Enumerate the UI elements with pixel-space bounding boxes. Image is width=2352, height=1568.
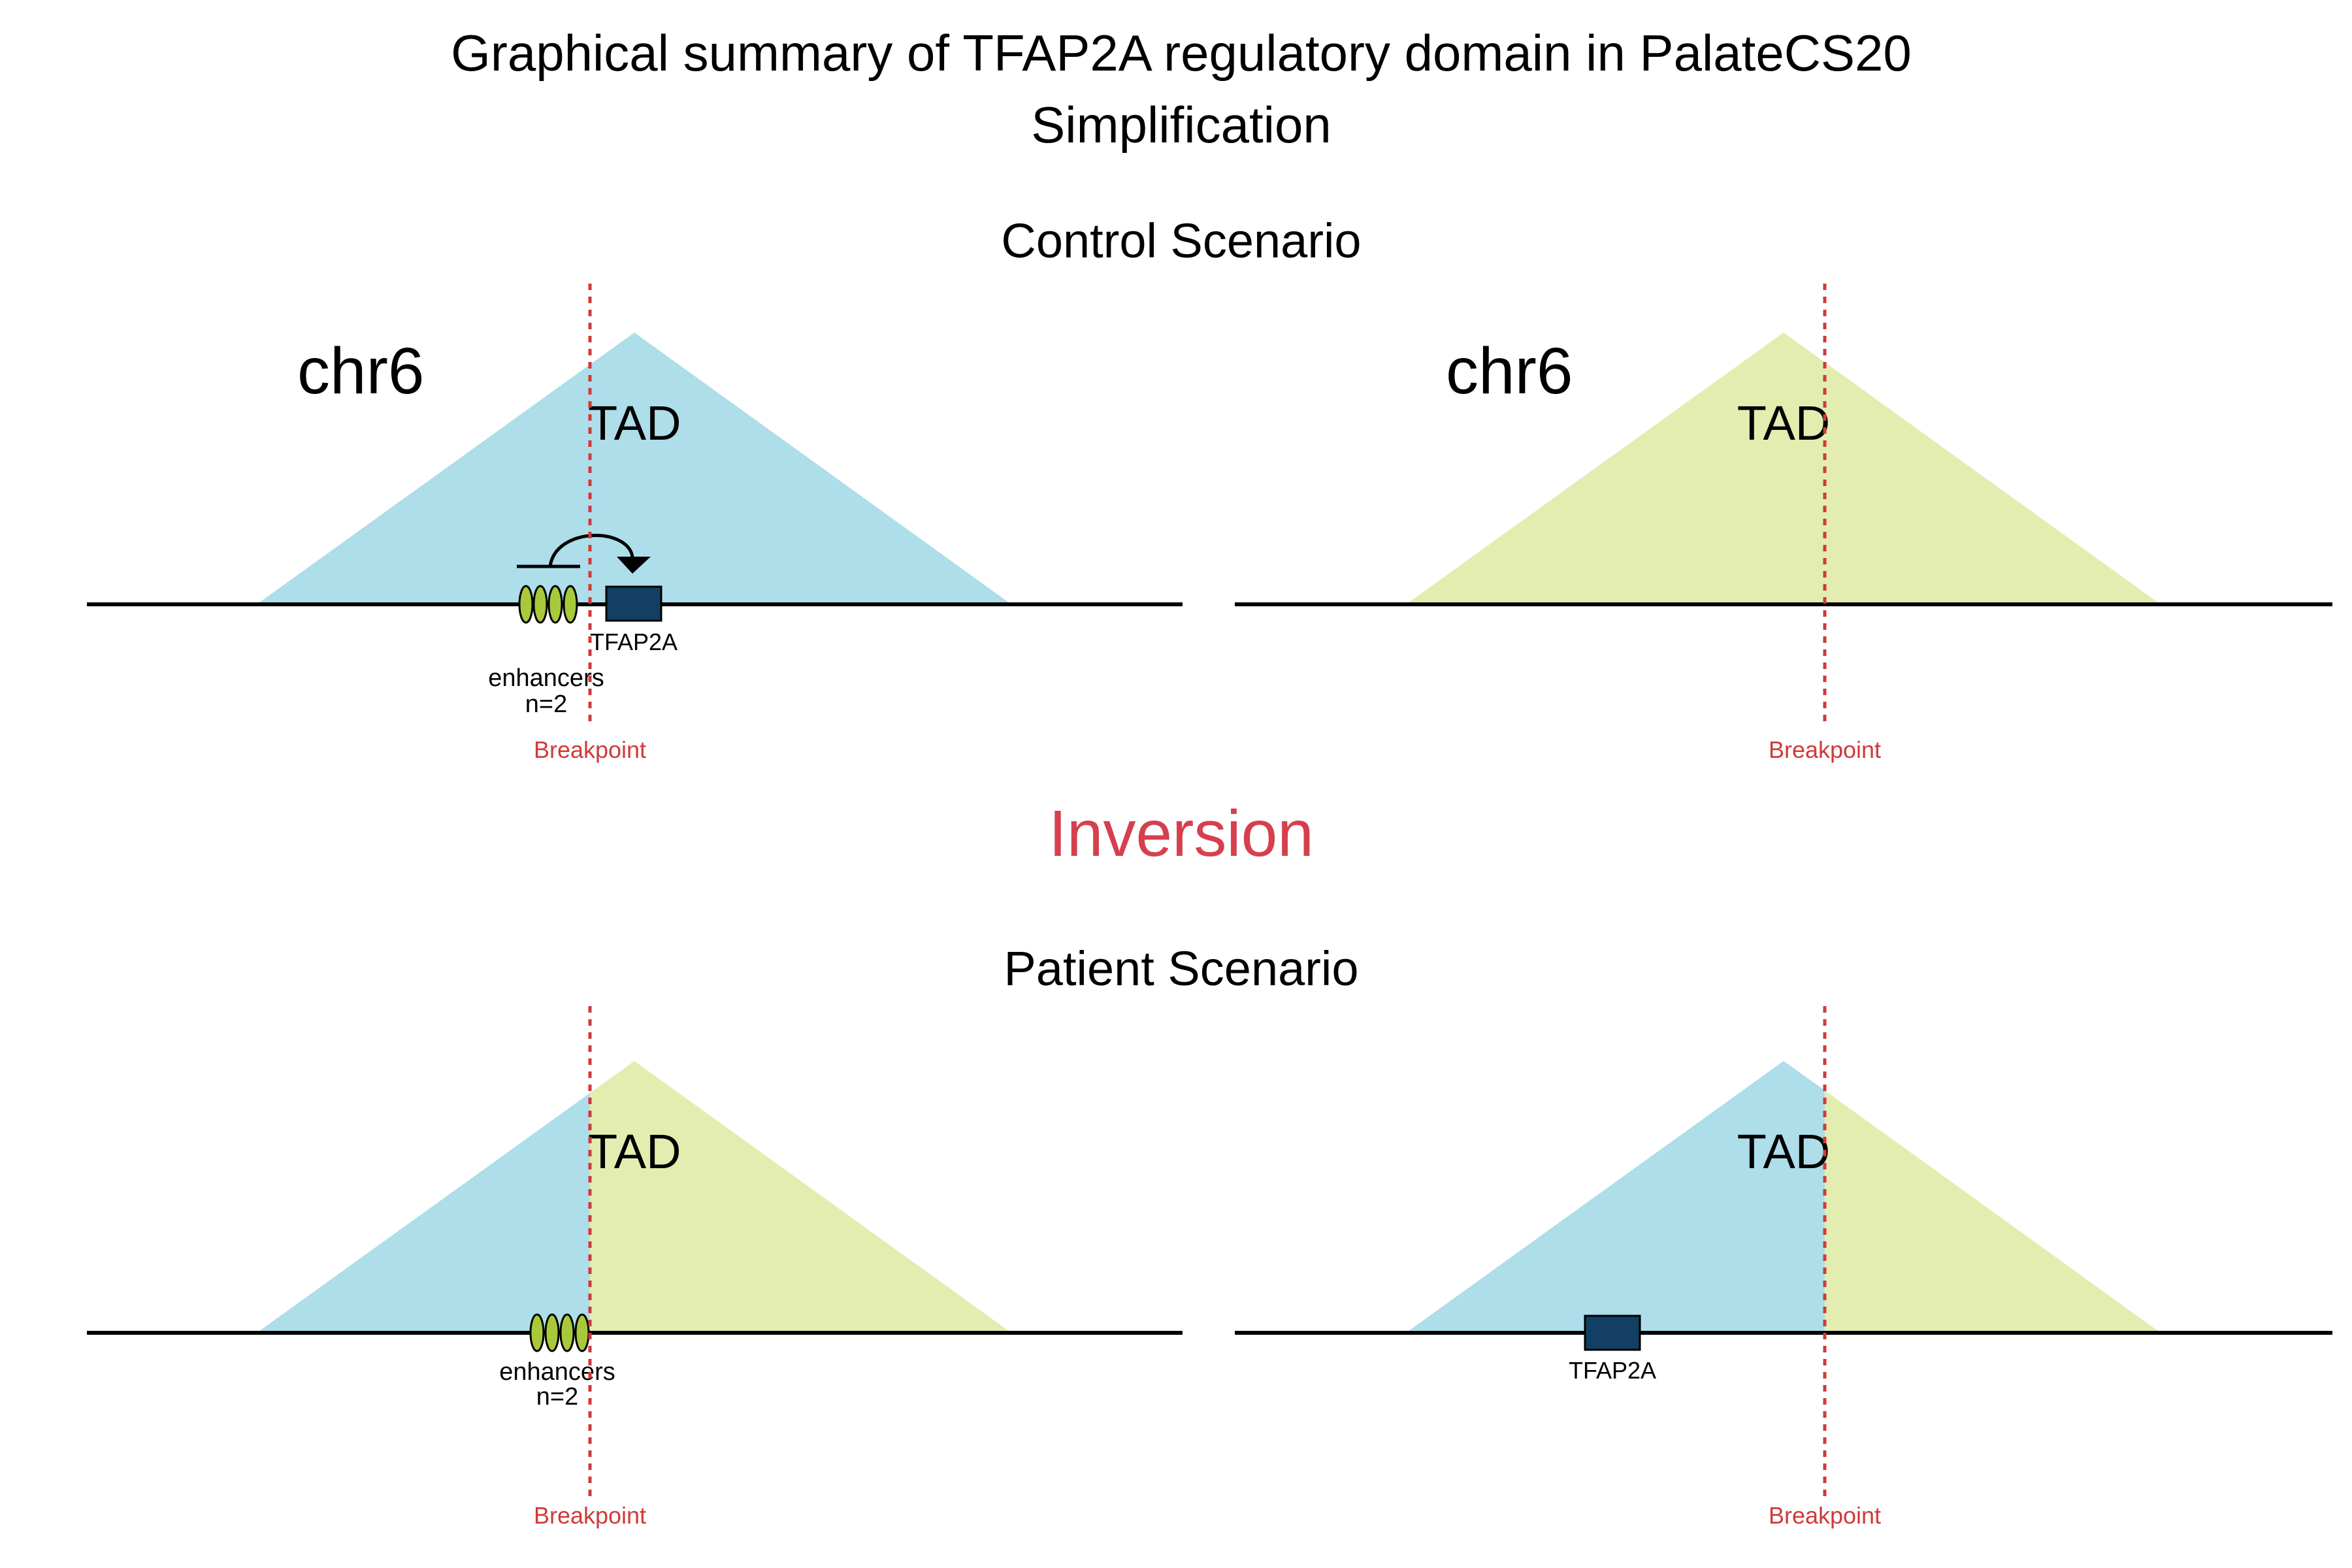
enhancer-oval	[574, 1313, 590, 1352]
enhancer-oval	[529, 1313, 545, 1352]
control-left-breakpoint-label: Breakpoint	[534, 736, 646, 763]
control-left-chromosome-label: chr6	[297, 335, 425, 408]
patient-right-panel: TAD TFAP2A Breakpoint	[1235, 1006, 2332, 1529]
enhancer-oval	[544, 1313, 560, 1352]
control-scenario-heading: Control Scenario	[1001, 214, 1361, 268]
patient-left-breakpoint-label: Breakpoint	[534, 1502, 646, 1529]
enhancer-oval	[532, 585, 548, 624]
figure-title: Graphical summary of TFAP2A regulatory d…	[451, 24, 1912, 82]
control-right-tad-label: TAD	[1737, 396, 1831, 450]
control-left-enhancer-count: n=2	[525, 691, 567, 718]
patient-left-enhancer-count: n=2	[536, 1383, 578, 1411]
patient-scenario: Patient Scenario TAD enhancers n=2 Break…	[87, 941, 2332, 1529]
control-left-gene-tfap2a	[605, 585, 662, 622]
patient-left-tad-label: TAD	[588, 1124, 681, 1179]
control-left-enhancers	[518, 585, 578, 624]
control-right-chromosome-label: chr6	[1446, 335, 1573, 408]
control-left-gene-label: TFAP2A	[590, 629, 678, 655]
control-left-tad-label: TAD	[588, 396, 681, 450]
control-left-panel: chr6 TAD TFAP2A enhancers n=2 Bre	[87, 284, 1183, 763]
patient-left-tad-green-part	[590, 1061, 1011, 1333]
figure-subtitle: Simplification	[1031, 96, 1331, 154]
enhancer-oval	[559, 1313, 575, 1352]
control-right-tad-triangle	[1406, 333, 2161, 604]
enhancer-oval	[563, 585, 578, 624]
patient-right-gene-tfap2a	[1584, 1315, 1641, 1351]
enhancer-oval	[518, 585, 534, 624]
patient-left-tad-blue-part	[257, 1093, 590, 1333]
patient-right-breakpoint-label: Breakpoint	[1769, 1502, 1881, 1529]
control-scenario: Control Scenario chr6 TAD TFAP2A	[87, 214, 2332, 763]
inversion-label: Inversion	[1049, 797, 1314, 870]
control-right-panel: chr6 TAD Breakpoint	[1235, 284, 2332, 763]
patient-left-panel: TAD enhancers n=2 Breakpoint	[87, 1006, 1183, 1529]
patient-left-enhancers	[529, 1313, 590, 1352]
patient-left-enhancer-label: enhancers	[499, 1358, 615, 1386]
patient-right-tad-label: TAD	[1737, 1124, 1831, 1179]
enhancer-oval	[547, 585, 563, 624]
control-right-breakpoint-label: Breakpoint	[1769, 736, 1881, 763]
patient-scenario-heading: Patient Scenario	[1004, 941, 1358, 996]
patient-right-gene-label: TFAP2A	[1569, 1357, 1656, 1384]
patient-right-tad-blue-part	[1406, 1061, 1825, 1333]
control-left-tad-triangle	[257, 333, 1011, 604]
control-left-enhancer-label: enhancers	[488, 664, 604, 692]
patient-right-tad-green-part	[1825, 1090, 2161, 1333]
